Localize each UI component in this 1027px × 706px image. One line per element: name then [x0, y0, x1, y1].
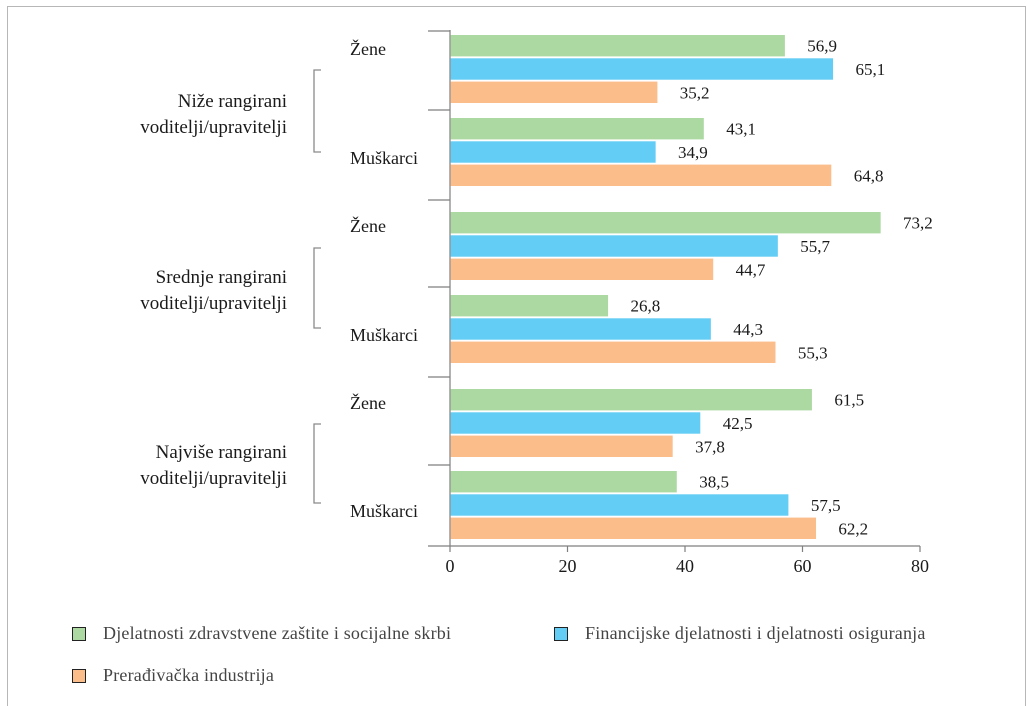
bar-g0-1-s0 [450, 118, 704, 140]
value-label-g2-1-s0: 38,5 [699, 473, 729, 492]
value-label-g0-0-s2: 35,2 [680, 83, 710, 102]
bar-g0-1-s1 [450, 141, 656, 163]
group-label-1-line-0: Srednje rangirani [156, 267, 287, 288]
bar-g0-0-s1 [450, 58, 834, 80]
x-tick-label-60: 60 [794, 556, 812, 576]
group-bracket-0 [313, 69, 321, 153]
subgroup-label-g0-1: Muškarci [350, 148, 418, 168]
value-label-g2-0-s0: 61,5 [834, 391, 864, 410]
value-label-g2-1-s2: 62,2 [838, 519, 868, 538]
legend-label-health: Djelatnosti zdravstvene zaštite i socija… [103, 623, 452, 643]
value-label-g2-0-s2: 37,8 [695, 437, 725, 456]
value-label-g1-1-s1: 44,3 [733, 320, 763, 339]
bar-g0-0-s2 [450, 81, 658, 103]
legend-swatch-manufacturing [72, 668, 86, 683]
legend-label-finance: Financijske djelatnosti i djelatnosti os… [585, 623, 926, 643]
subgroup-label-g0-0: Žene [350, 38, 386, 59]
legend-item-manufacturing: Prerađivačka industrija [72, 665, 274, 686]
value-label-g2-0-s1: 42,5 [723, 414, 753, 433]
group-label-0-line-1: voditelji/upravitelji [140, 117, 287, 138]
bar-g2-1-s0 [450, 471, 677, 493]
group-bracket-1 [313, 247, 321, 329]
bar-g1-0-s0 [450, 212, 881, 234]
value-label-g1-1-s2: 55,3 [798, 343, 828, 362]
subgroup-label-g2-1: Muškarci [350, 501, 418, 521]
bar-g2-0-s0 [450, 389, 812, 411]
legend-item-health: Djelatnosti zdravstvene zaštite i socija… [72, 623, 451, 644]
value-label-g1-0-s2: 44,7 [736, 260, 766, 279]
value-label-g1-0-s0: 73,2 [903, 214, 933, 233]
legend-label-manufacturing: Prerađivačka industrija [103, 665, 275, 685]
value-label-g0-0-s0: 56,9 [807, 37, 837, 56]
legend-swatch-finance [554, 626, 568, 641]
bar-g0-0-s0 [450, 35, 785, 57]
group-label-2-line-0: Najviše rangirani [156, 442, 287, 463]
chart-frame [7, 6, 1026, 706]
legend-item-finance: Financijske djelatnosti i djelatnosti os… [554, 623, 926, 644]
bar-g1-1-s0 [450, 295, 609, 317]
x-tick-label-0: 0 [446, 556, 455, 576]
legend-swatch-health [72, 626, 86, 641]
bar-g2-0-s1 [450, 412, 701, 434]
bar-g2-1-s2 [450, 517, 817, 539]
value-label-g0-0-s1: 65,1 [855, 60, 885, 79]
value-label-g0-1-s0: 43,1 [726, 120, 756, 139]
group-label-2-line-1: voditelji/upravitelji [140, 468, 287, 489]
group-label-0-line-0: Niže rangirani [178, 91, 287, 112]
value-label-g0-1-s2: 64,8 [854, 166, 884, 185]
group-label-1-line-1: voditelji/upravitelji [140, 293, 287, 314]
x-tick-label-80: 80 [911, 556, 929, 576]
value-label-g1-0-s1: 55,7 [800, 237, 830, 256]
value-label-g0-1-s1: 34,9 [678, 143, 708, 162]
value-label-g1-1-s0: 26,8 [630, 297, 660, 316]
bar-g1-1-s2 [450, 341, 776, 363]
bar-g1-1-s1 [450, 318, 711, 340]
bar-g1-0-s1 [450, 235, 778, 257]
subgroup-label-g1-0: Žene [350, 215, 386, 236]
subgroup-label-g2-0: Žene [350, 392, 386, 413]
value-label-g2-1-s1: 57,5 [811, 496, 841, 515]
bar-g0-1-s2 [450, 164, 832, 186]
group-bracket-2 [313, 423, 321, 504]
bar-g2-0-s2 [450, 435, 673, 457]
x-tick-label-20: 20 [559, 556, 577, 576]
subgroup-label-g1-1: Muškarci [350, 325, 418, 345]
bar-g2-1-s1 [450, 494, 789, 516]
bar-g1-0-s2 [450, 258, 714, 280]
x-tick-label-40: 40 [676, 556, 694, 576]
